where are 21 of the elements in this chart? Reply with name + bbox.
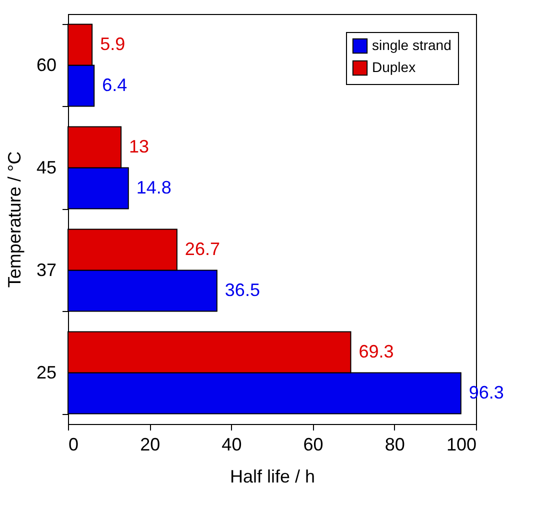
data-label: 26.7 xyxy=(184,238,220,259)
y-tick-label: 60 xyxy=(36,54,56,75)
y-tick-label: 45 xyxy=(36,157,56,178)
data-label: 14.8 xyxy=(136,177,172,198)
data-label: 5.9 xyxy=(100,34,126,54)
y-tick-label: 37 xyxy=(36,260,56,280)
x-tick-label: 60 xyxy=(303,434,324,454)
x-tick-label: 20 xyxy=(140,434,160,454)
x-tick-label: 40 xyxy=(222,434,242,454)
x-tick-label: 0 xyxy=(68,434,79,454)
data-label: 36.5 xyxy=(224,280,260,300)
x-tick-label: 80 xyxy=(384,434,405,454)
y-axis-title: Temperature / °C xyxy=(4,151,24,288)
legend-label: Duplex xyxy=(372,59,416,75)
data-label: 6.4 xyxy=(102,74,128,95)
y-tick-label: 25 xyxy=(36,362,56,382)
legend-label: single strand xyxy=(372,37,452,53)
x-axis-title: Half life / h xyxy=(230,466,316,486)
data-label: 13 xyxy=(129,136,150,156)
data-label: 69.3 xyxy=(358,341,394,362)
x-tick-label: 100 xyxy=(446,434,476,454)
